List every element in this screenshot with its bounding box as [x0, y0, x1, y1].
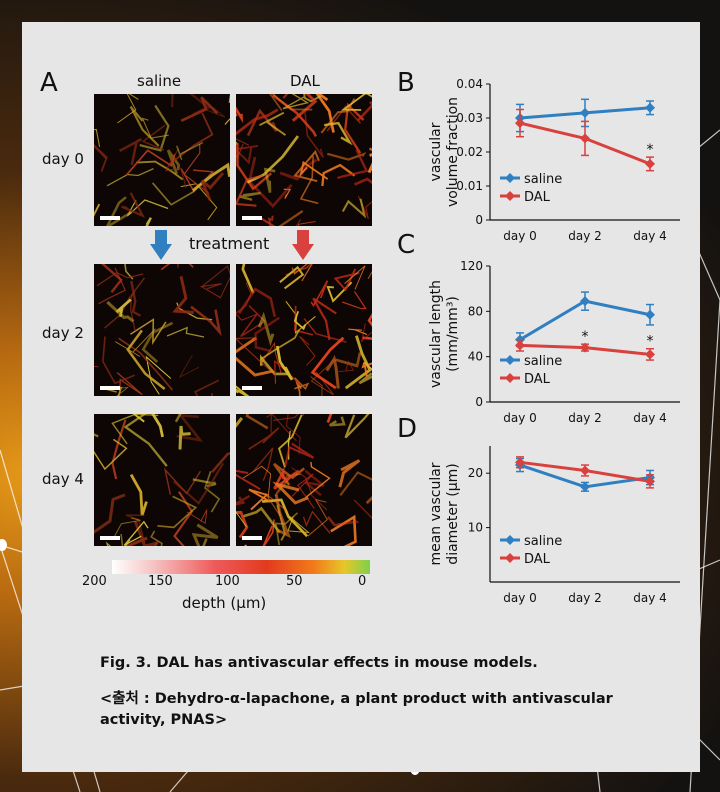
depth-colorbar [112, 560, 370, 574]
arrow-down-blue-icon [150, 230, 172, 260]
depth-ticks: 200 150 100 50 0 [82, 574, 382, 592]
y-tick-label: 80 [468, 304, 483, 318]
depth-tick: 100 [215, 574, 240, 589]
micrograph-saline-day4 [94, 414, 230, 546]
arrow-down-red-icon [292, 230, 314, 260]
x-tick-label: day 0 [503, 229, 537, 243]
data-point [580, 481, 590, 492]
micrograph-dal-day0 [236, 94, 372, 226]
y-axis-label-line: (mm/mm³) [445, 296, 461, 372]
scale-bar [100, 536, 120, 540]
y-tick-label: 10 [468, 521, 483, 535]
x-tick-label: day 2 [568, 591, 602, 605]
legend-marker [505, 173, 515, 183]
depth-tick: 50 [286, 574, 303, 589]
y-axis-label-line: diameter (μm) [445, 463, 461, 564]
y-tick-label: 0 [475, 213, 483, 227]
micrograph-dal-day4 [236, 414, 372, 546]
y-axis-label: mean vasculardiameter (μm) [428, 462, 461, 565]
legend-marker [505, 373, 515, 383]
y-axis-label-line: volume fraction [445, 97, 461, 207]
row-label-day4: day 4 [42, 470, 84, 488]
y-axis-label: vascular length(mm/mm³) [428, 280, 461, 388]
legend-label: saline [524, 172, 562, 187]
legend-marker [505, 191, 515, 201]
y-tick-label: 0.04 [456, 77, 483, 91]
x-tick-label: day 0 [503, 591, 537, 605]
significance-marker: * [647, 142, 654, 158]
data-point [580, 342, 590, 353]
y-axis-label-line: vascular [428, 122, 444, 181]
data-point [645, 349, 655, 360]
y-tick-label: 0.01 [456, 179, 483, 193]
data-point [645, 309, 655, 320]
y-axis-label-line: vascular length [428, 280, 444, 388]
depth-tick: 150 [148, 574, 173, 589]
data-point [645, 158, 655, 169]
depth-tick: 200 [82, 574, 107, 589]
legend-marker [505, 535, 515, 545]
figure-panel: A saline DAL day 0 day 2 day 4 treatment… [22, 22, 700, 772]
legend-label: DAL [524, 372, 551, 387]
data-point [580, 133, 590, 144]
legend-label: saline [524, 354, 562, 369]
data-point [515, 340, 525, 351]
column-label-dal: DAL [290, 72, 320, 90]
column-label-saline: saline [137, 72, 182, 90]
treatment-label: treatment [189, 234, 270, 253]
micrograph-dal-day2 [236, 264, 372, 396]
scale-bar [100, 386, 120, 390]
scale-bar [242, 536, 262, 540]
legend-marker [505, 553, 515, 563]
chart-vascular-volume-fraction: 0 0.01 0.02 0.03 0.04 day 0 day 2 day 4 vascular… [428, 77, 680, 243]
panel-letter-d: D [397, 414, 418, 444]
depth-axis-label: depth (μm) [182, 594, 267, 612]
source-line-1: <출처 : Dehydro-α-lapachone, a plant produ… [100, 691, 613, 707]
source-line-2: activity, PNAS> [100, 712, 228, 728]
scale-bar [242, 386, 262, 390]
significance-marker: * [647, 334, 654, 350]
x-tick-label: day 0 [503, 411, 537, 425]
y-tick-label: 0.02 [456, 145, 483, 159]
scale-bar [242, 216, 262, 220]
panel-letter-a: A [40, 68, 58, 98]
figure-caption: Fig. 3. DAL has antivascular effects in … [100, 655, 538, 671]
data-point [645, 476, 655, 487]
x-tick-label: day 4 [633, 591, 667, 605]
y-axis-label-line: mean vascular [428, 462, 444, 565]
micrograph-saline-day0 [94, 94, 230, 226]
data-point [645, 102, 655, 113]
x-tick-label: day 4 [633, 229, 667, 243]
y-tick-label: 40 [468, 350, 483, 364]
row-label-day2: day 2 [42, 324, 84, 342]
y-tick-label: 0.03 [456, 111, 483, 125]
panel-letter-b: B [397, 68, 415, 98]
legend-label: DAL [524, 552, 551, 567]
x-tick-label: day 2 [568, 411, 602, 425]
row-label-day0: day 0 [42, 150, 84, 168]
y-axis-label: vascularvolume fraction [428, 97, 461, 207]
significance-marker: * [582, 329, 589, 345]
x-tick-label: day 2 [568, 229, 602, 243]
data-point [515, 457, 525, 468]
y-tick-label: 0 [475, 395, 483, 409]
legend-marker [505, 355, 515, 365]
chart-vascular-length: 0 40 80 120 day 0 day 2 day 4 vascular length(m… [428, 259, 680, 425]
data-point [580, 296, 590, 307]
chart-mean-vascular-diameter: 10 20 day 0 day 2 day 4 mean vasculardiameter… [428, 446, 680, 605]
micrograph-saline-day2 [94, 264, 230, 396]
depth-tick: 0 [358, 574, 367, 589]
data-point [580, 465, 590, 476]
y-tick-label: 120 [460, 259, 483, 273]
scale-bar [100, 216, 120, 220]
y-tick-label: 20 [468, 466, 483, 480]
panel-letter-c: C [397, 230, 416, 260]
data-point [580, 107, 590, 118]
legend-label: saline [524, 534, 562, 549]
x-tick-label: day 4 [633, 411, 667, 425]
legend-label: DAL [524, 190, 551, 205]
data-point [515, 118, 525, 129]
